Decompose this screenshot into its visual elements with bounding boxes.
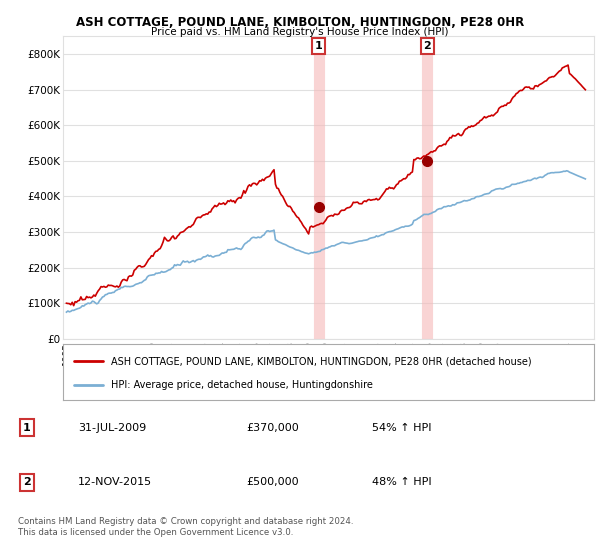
Text: 1: 1: [23, 423, 31, 432]
Text: £370,000: £370,000: [246, 423, 299, 432]
Text: 2: 2: [23, 478, 31, 487]
Text: Price paid vs. HM Land Registry's House Price Index (HPI): Price paid vs. HM Land Registry's House …: [151, 27, 449, 37]
Text: 54% ↑ HPI: 54% ↑ HPI: [372, 423, 431, 432]
Text: Contains HM Land Registry data © Crown copyright and database right 2024.
This d: Contains HM Land Registry data © Crown c…: [18, 517, 353, 536]
Text: 12-NOV-2015: 12-NOV-2015: [78, 478, 152, 487]
Text: 48% ↑ HPI: 48% ↑ HPI: [372, 478, 431, 487]
Text: ASH COTTAGE, POUND LANE, KIMBOLTON, HUNTINGDON, PE28 0HR (detached house): ASH COTTAGE, POUND LANE, KIMBOLTON, HUNT…: [111, 356, 532, 366]
Text: 2: 2: [424, 41, 431, 51]
Text: 1: 1: [315, 41, 323, 51]
Text: ASH COTTAGE, POUND LANE, KIMBOLTON, HUNTINGDON, PE28 0HR: ASH COTTAGE, POUND LANE, KIMBOLTON, HUNT…: [76, 16, 524, 29]
Text: 31-JUL-2009: 31-JUL-2009: [78, 423, 146, 432]
Text: £500,000: £500,000: [246, 478, 299, 487]
Text: HPI: Average price, detached house, Huntingdonshire: HPI: Average price, detached house, Hunt…: [111, 380, 373, 390]
